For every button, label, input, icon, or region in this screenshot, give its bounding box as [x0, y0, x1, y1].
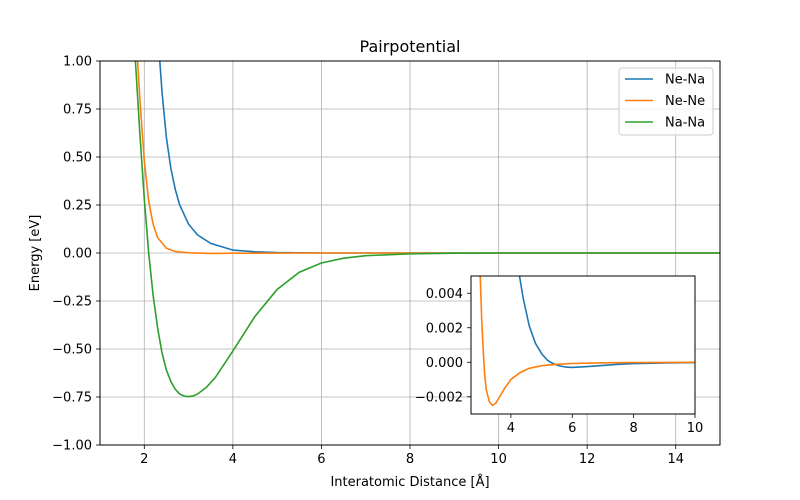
x-tick-label: 10: [490, 452, 507, 467]
inset-y-tick-label: 0.004: [426, 287, 463, 302]
inset-x-tick-label: 8: [629, 421, 637, 436]
y-tick-label: 0.50: [63, 151, 92, 166]
main-series-group: [134, 61, 720, 398]
x-tick-label: 6: [317, 452, 325, 467]
inset-line-ne-ne: [479, 276, 695, 407]
inset-x-ticks: 4 6 8 10: [507, 414, 704, 436]
legend: Ne-Na Ne-Ne Na-Na: [618, 67, 714, 136]
legend-items: Ne-Na Ne-Ne Na-Na: [625, 73, 705, 131]
main-x-ticks: 2 4 6 8 10 12 14: [140, 445, 684, 467]
y-tick-label: −0.50: [52, 343, 92, 358]
y-tick-label: −0.75: [52, 391, 92, 406]
inset-y-ticks: −0.002 0.000 0.002 0.004: [415, 287, 471, 405]
x-tick-label: 2: [140, 452, 148, 467]
inset-y-tick-label: 0.000: [426, 356, 463, 371]
x-tick-label: 14: [667, 452, 684, 467]
inset-background: [471, 276, 695, 414]
y-tick-label: −0.25: [52, 295, 92, 310]
inset-x-tick-label: 6: [568, 421, 576, 436]
inset-line-ne-na: [518, 276, 695, 369]
legend-box: [618, 67, 714, 136]
y-tick-label: 0.75: [63, 103, 92, 118]
legend-label-ne-na: Ne-Na: [665, 73, 705, 88]
inset-x-tick-label: 10: [687, 421, 704, 436]
legend-label-na-na: Na-Na: [665, 116, 705, 131]
inset-y-tick-label: 0.002: [426, 321, 463, 336]
inset-x-tick-label: 4: [507, 421, 515, 436]
inset-y-tick-label: −0.002: [415, 390, 463, 405]
x-tick-label: 8: [406, 452, 414, 467]
x-tick-label: 4: [229, 452, 237, 467]
y-tick-label: 0.25: [63, 199, 92, 214]
x-tick-label: 12: [579, 452, 596, 467]
y-tick-label: −1.00: [52, 439, 92, 454]
series-line-na-na: [134, 61, 720, 398]
inset-axes-frame: [470, 275, 696, 415]
y-tick-label: 1.00: [63, 55, 92, 70]
y-axis-label: Energy [eV]: [28, 215, 43, 292]
main-y-ticks: −1.00 −0.75 −0.50 −0.25 0.00 0.25 0.50 0.75 1.00: [52, 55, 100, 454]
inset-series-group: [479, 276, 695, 407]
chart-title: Pairpotential: [360, 37, 461, 56]
legend-label-ne-ne: Ne-Ne: [665, 94, 705, 109]
inset-axes: 4 6 8 10 −0.002 0.000 0.002 0.004: [415, 275, 704, 436]
x-axis-label: Interatomic Distance [Å]: [330, 474, 489, 490]
y-tick-label: 0.00: [63, 247, 92, 262]
